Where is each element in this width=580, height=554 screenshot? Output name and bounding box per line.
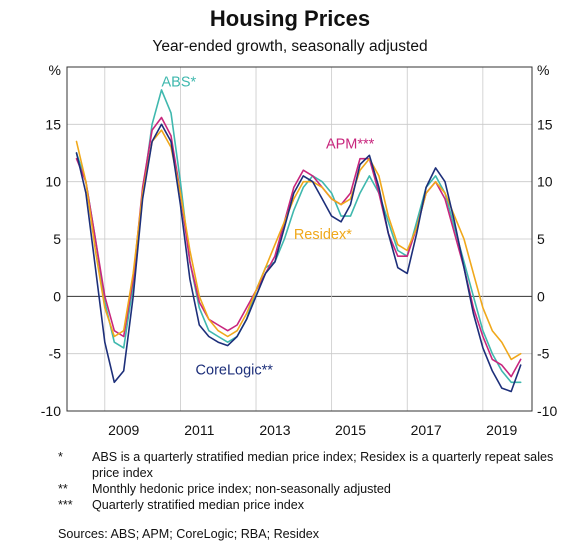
y-tick-label-right: 5 [537,231,545,247]
footnote-marker: ** [58,482,68,496]
plot-frame [66,66,533,412]
x-tick-label: 2019 [486,422,517,438]
series-labels: ABS* APM*** Residex* CoreLogic** [162,74,375,378]
footnote-text: Monthly hedonic price index; non-seasona… [92,482,391,496]
footnote-corelogic: ** Monthly hedonic price index; non-seas… [58,481,558,497]
axes: -10 -10 -5 -5 0 0 5 5 10 10 15 15% % 2009 2011 2013 2015… [41,62,558,438]
y-tick-label-left: -5 [49,346,62,362]
x-tick-label: 2013 [259,422,290,438]
footnote-text: Quarterly stratified median price index [92,498,305,512]
chart-subtitle: Year-ended growth, seasonally adjusted [152,38,428,55]
y-axis-unit-left: % [49,62,61,78]
series-label-corelogic: CoreLogic** [196,362,274,378]
series-label-residex: Residex* [294,227,352,243]
y-tick-label-right: -10 [537,403,557,419]
series-label-abs: ABS* [162,74,197,90]
footnote-text: ABS is a quarterly stratified median pri… [92,450,554,480]
y-tick-label-right: 0 [537,288,545,304]
footnote-apm: *** Quarterly stratified median price in… [58,497,558,513]
series-line-apm [75,116,522,378]
y-tick-label-right: 10 [537,174,553,190]
sources-note: Sources: ABS; APM; CoreLogic; RBA; Resid… [58,527,320,541]
y-tick-label-right: -5 [537,346,550,362]
series-line-corelogic [75,123,522,393]
x-tick-label: 2015 [335,422,366,438]
series-line-residex [75,129,522,361]
x-tick-label: 2009 [108,422,139,438]
y-tick-label-left: 10 [45,174,61,190]
gridlines [67,67,532,411]
line-chart: -10 -10 -5 -5 0 0 5 5 10 10 15 15% % 2009 2011 2013 2015… [41,62,558,438]
footnote-marker: *** [58,498,73,512]
series-lines [75,89,522,393]
footnote-abs-residex: * ABS is a quarterly stratified median p… [58,449,558,481]
footnote-marker: * [58,450,63,464]
y-tick-label-left: -10 [41,403,61,419]
series-label-apm: APM*** [326,136,375,152]
footnotes: * ABS is a quarterly stratified median p… [58,449,558,513]
chart-title: Housing Prices [209,6,371,31]
x-tick-label: 2017 [411,422,442,438]
y-tick-label-right: 15 [537,116,553,132]
y-tick-label-left: 5 [53,231,61,247]
x-tick-label: 2011 [184,422,214,438]
y-tick-label-left: 0 [53,288,61,304]
y-axis-unit-right: % [537,62,549,78]
y-tick-label-left: 15 [45,116,61,132]
